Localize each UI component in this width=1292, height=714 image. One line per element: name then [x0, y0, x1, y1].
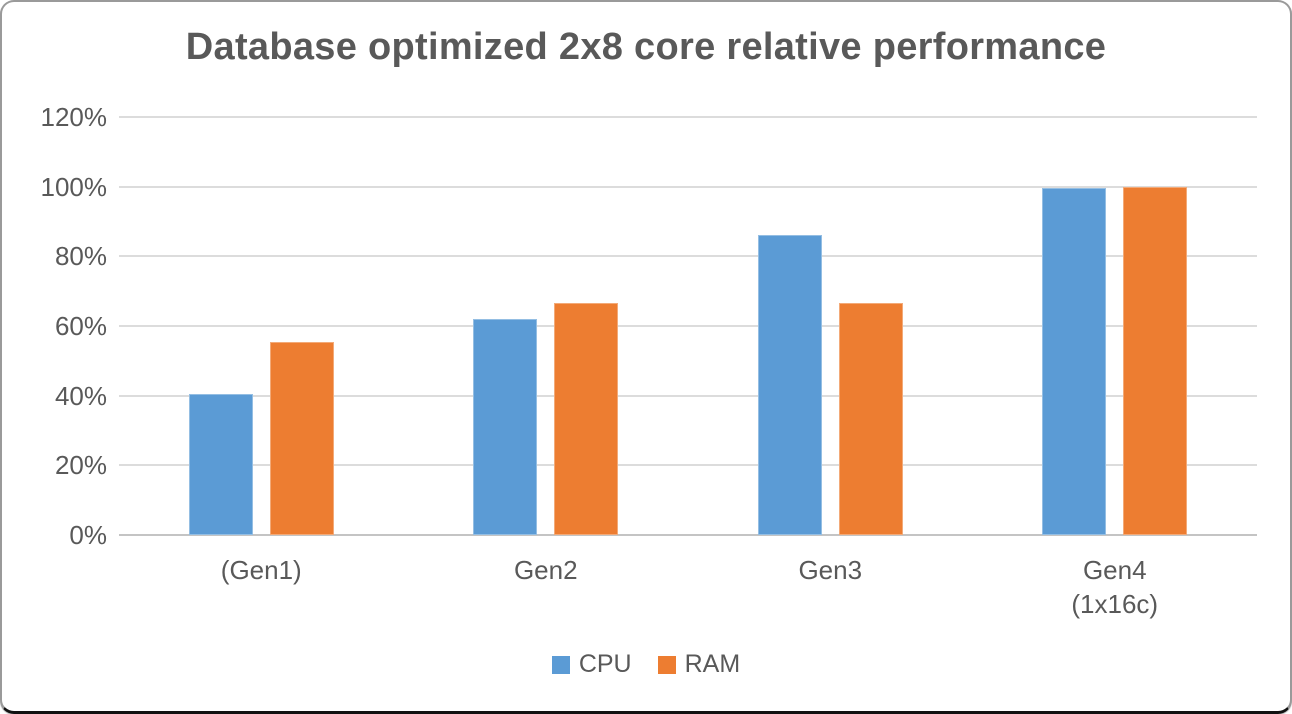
legend-swatch-ram-icon: [657, 655, 676, 674]
ram-bar-gen1: [269, 341, 334, 535]
gridline: [119, 116, 1257, 118]
gridline: [119, 464, 1257, 467]
plot-area: [119, 116, 1257, 536]
legend: CPU RAM: [2, 650, 1290, 679]
cpu-bar-gen2: [473, 319, 538, 535]
y-axis-tick-label: 120%: [40, 102, 108, 132]
gridline: [119, 185, 1257, 188]
ram-bar-gen4: [1123, 186, 1188, 535]
category-label-4: Gen4 (1x16c): [1071, 555, 1159, 619]
cpu-bar-gen3: [757, 235, 822, 535]
x-axis-line: [119, 534, 1257, 536]
bar-group-3: [688, 117, 973, 535]
gridline: [119, 394, 1257, 397]
category-label-1: (Gen1): [220, 555, 302, 585]
y-axis-tick-label: 40%: [54, 380, 107, 411]
x-axis: (Gen1) Gen2 Gen3 Gen4 (1x16c): [119, 553, 1257, 621]
legend-label-cpu: CPU: [578, 650, 632, 678]
legend-entry-ram: RAM: [657, 650, 741, 679]
gridline: [119, 255, 1257, 258]
bar-group-2: [404, 117, 689, 535]
y-axis-tick-label: 80%: [54, 241, 107, 272]
legend-label-ram: RAM: [684, 650, 741, 678]
legend-entry-cpu: CPU: [551, 650, 632, 679]
y-axis-tick-label: 100%: [40, 171, 108, 202]
y-axis-tick-label: 0%: [69, 519, 107, 550]
bar-group-1: [119, 117, 404, 535]
chart-title: Database optimized 2x8 core relative per…: [185, 26, 1107, 68]
cpu-bar-gen4: [1042, 188, 1107, 535]
cpu-bar-gen1: [188, 393, 253, 535]
ram-bar-gen3: [838, 303, 903, 535]
category-label-3: Gen3: [798, 555, 863, 585]
category-label-2: Gen2: [513, 555, 578, 585]
y-axis-tick-label: 20%: [54, 450, 107, 481]
bar-group-4: [973, 117, 1258, 535]
y-axis: 120% 100% 80% 60% 40% 20% 0%: [2, 102, 108, 550]
gridline: [119, 325, 1257, 327]
y-axis-tick-label: 60%: [54, 310, 107, 341]
ram-bar-gen2: [554, 303, 619, 535]
legend-swatch-cpu-icon: [551, 655, 570, 674]
bar-groups: [119, 117, 1257, 535]
